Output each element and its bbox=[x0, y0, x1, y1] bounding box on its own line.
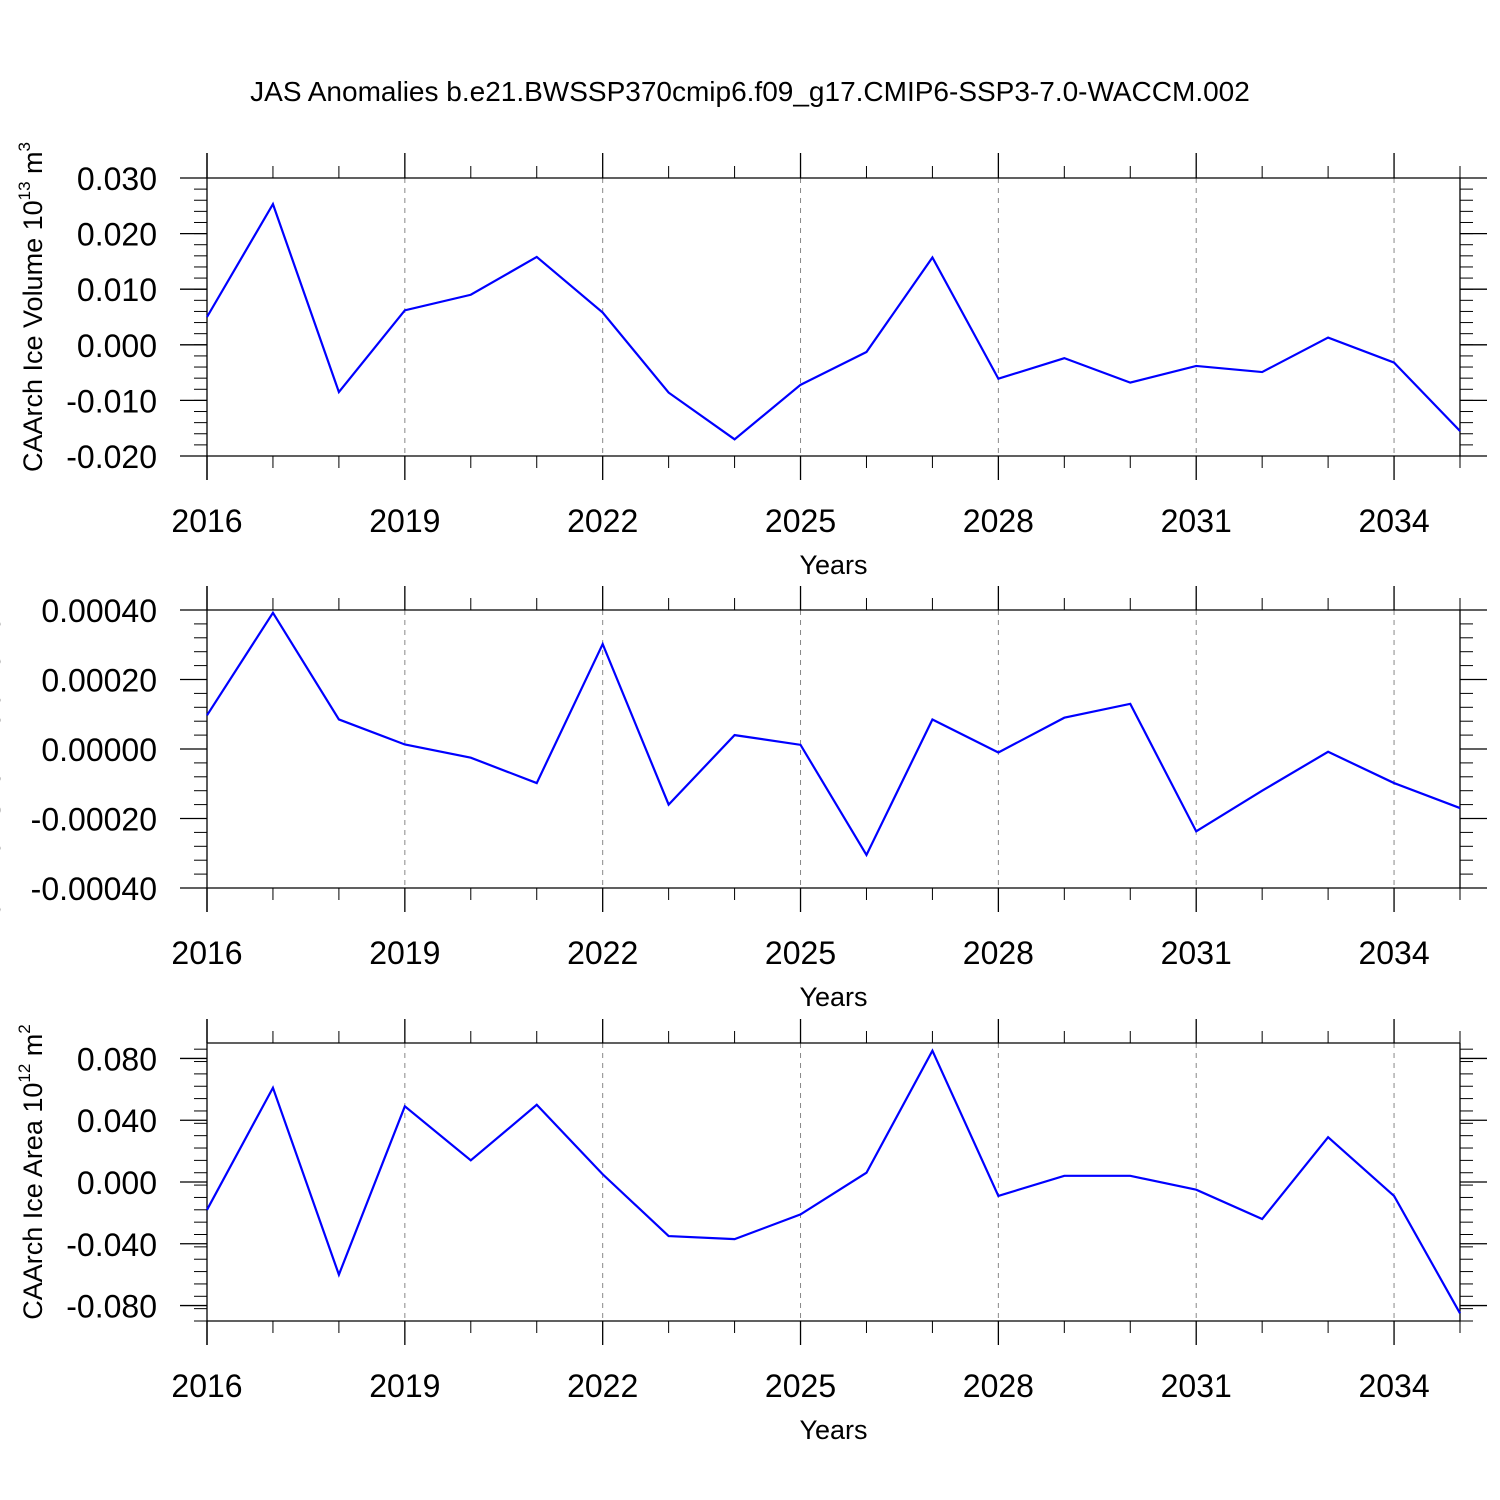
figure-title: JAS Anomalies b.e21.BWSSP370cmip6.f09_g1… bbox=[250, 76, 1250, 107]
x-tick-label: 2031 bbox=[1161, 1368, 1232, 1404]
x-tick-label: 2031 bbox=[1161, 935, 1232, 971]
x-tick-label: 2028 bbox=[963, 935, 1034, 971]
x-tick-label: 2016 bbox=[171, 935, 242, 971]
y-tick-label: -0.040 bbox=[66, 1227, 157, 1263]
y-axis-label: CAArch Snow Volume 1013 m3 bbox=[0, 558, 6, 920]
y-tick-label: -0.080 bbox=[66, 1289, 157, 1325]
y-tick-label: 0.000 bbox=[77, 328, 157, 364]
x-tick-label: 2025 bbox=[765, 503, 836, 539]
series-line bbox=[206, 201, 1461, 441]
y-axis-label: CAArch Ice Area 1012 m2 bbox=[15, 1024, 48, 1320]
y-tick-label: 0.000 bbox=[77, 1165, 157, 1201]
x-axis-label: Years bbox=[799, 550, 867, 580]
y-tick-label: 0.020 bbox=[77, 217, 157, 253]
x-tick-label: 2028 bbox=[963, 503, 1034, 539]
y-tick-label: 0.00040 bbox=[41, 593, 157, 629]
y-tick-label: 0.040 bbox=[77, 1103, 157, 1139]
x-tick-label: 2028 bbox=[963, 1368, 1034, 1404]
x-tick-label: 2034 bbox=[1358, 935, 1429, 971]
x-tick-label: 2016 bbox=[171, 503, 242, 539]
x-tick-label: 2034 bbox=[1358, 1368, 1429, 1404]
y-axis-label: CAArch Ice Volume 1013 m3 bbox=[15, 142, 48, 472]
y-tick-label: 0.00020 bbox=[41, 663, 157, 699]
x-tick-label: 2016 bbox=[171, 1368, 242, 1404]
x-tick-label: 2031 bbox=[1161, 503, 1232, 539]
chart-panel-1: 2016 2019 2022 2025 2028 2031 2034 Years -0.020 -… bbox=[15, 142, 1487, 580]
x-tick-label: 2019 bbox=[369, 1368, 440, 1404]
y-tick-label: -0.00020 bbox=[31, 802, 157, 838]
y-tick-label: -0.00040 bbox=[31, 871, 157, 907]
x-axis-label: Years bbox=[799, 982, 867, 1012]
y-tick-label: 0.030 bbox=[77, 161, 157, 197]
series-line bbox=[206, 610, 1461, 858]
x-tick-label: 2019 bbox=[369, 935, 440, 971]
y-tick-label: -0.010 bbox=[66, 383, 157, 419]
x-tick-label: 2022 bbox=[567, 503, 638, 539]
x-tick-label: 2034 bbox=[1358, 503, 1429, 539]
y-tick-label: 0.00000 bbox=[41, 732, 157, 768]
x-tick-label: 2025 bbox=[765, 1368, 836, 1404]
y-tick-label: -0.020 bbox=[66, 439, 157, 475]
x-axis-label: Years bbox=[799, 1415, 867, 1445]
chart-panel-3: 2016 2019 2022 2025 2028 2031 2034 Years -0.080 -… bbox=[15, 1019, 1487, 1445]
y-tick-label: 0.080 bbox=[77, 1041, 157, 1077]
series-line bbox=[206, 1048, 1461, 1314]
x-tick-label: 2022 bbox=[567, 935, 638, 971]
chart-panel-2: 2016 2019 2022 2025 2028 2031 2034 Years -0.0004… bbox=[0, 558, 1487, 1012]
x-tick-label: 2019 bbox=[369, 503, 440, 539]
y-tick-label: 0.010 bbox=[77, 272, 157, 308]
x-tick-label: 2025 bbox=[765, 935, 836, 971]
x-tick-label: 2022 bbox=[567, 1368, 638, 1404]
